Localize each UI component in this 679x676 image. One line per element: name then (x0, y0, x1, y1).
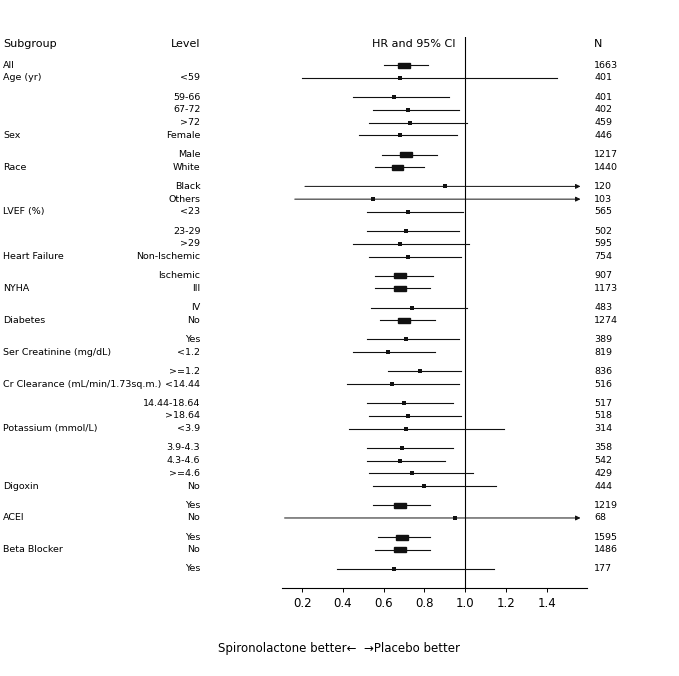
Text: N: N (594, 39, 602, 49)
Bar (399, 318, 409, 322)
Text: Yes: Yes (185, 533, 200, 541)
Text: 483: 483 (594, 303, 612, 312)
Text: 23-29: 23-29 (172, 226, 200, 235)
Text: >=1.2: >=1.2 (169, 367, 200, 376)
Text: NYHA: NYHA (3, 284, 30, 293)
Text: 1173: 1173 (594, 284, 619, 293)
Text: III: III (192, 284, 200, 293)
Text: HR and 95% CI: HR and 95% CI (373, 39, 456, 49)
Bar (399, 63, 409, 68)
Text: Male: Male (178, 150, 200, 159)
Text: 120: 120 (594, 182, 612, 191)
Text: <23: <23 (180, 208, 200, 216)
Text: 502: 502 (594, 226, 612, 235)
Text: No: No (187, 514, 200, 523)
Text: Yes: Yes (185, 335, 200, 344)
Text: No: No (187, 546, 200, 554)
Text: LVEF (%): LVEF (%) (3, 208, 45, 216)
Bar (394, 286, 405, 291)
Text: Spironolactone better←  →Placebo better: Spironolactone better← →Placebo better (219, 642, 460, 656)
Text: Black: Black (175, 182, 200, 191)
Text: Beta Blocker: Beta Blocker (3, 546, 63, 554)
Text: Others: Others (168, 195, 200, 203)
Text: 401: 401 (594, 74, 612, 82)
Text: Race: Race (3, 163, 26, 172)
Text: Subgroup: Subgroup (3, 39, 57, 49)
Text: 1486: 1486 (594, 546, 618, 554)
Text: 1274: 1274 (594, 316, 618, 324)
Text: Ser Creatinine (mg/dL): Ser Creatinine (mg/dL) (3, 347, 111, 357)
Text: >29: >29 (181, 239, 200, 248)
Text: 314: 314 (594, 425, 612, 433)
Text: <14.44: <14.44 (165, 379, 200, 389)
Text: 595: 595 (594, 239, 612, 248)
Text: Yes: Yes (185, 501, 200, 510)
Text: No: No (187, 316, 200, 324)
Text: Female: Female (166, 131, 200, 140)
Bar (401, 152, 411, 157)
Text: 1663: 1663 (594, 61, 619, 70)
Text: 444: 444 (594, 481, 612, 491)
Text: >72: >72 (181, 118, 200, 127)
Text: 103: 103 (594, 195, 612, 203)
Text: 565: 565 (594, 208, 612, 216)
Text: 1219: 1219 (594, 501, 618, 510)
Text: Non-Ischemic: Non-Ischemic (136, 252, 200, 261)
Bar (394, 503, 405, 508)
Bar (392, 165, 403, 170)
Text: 907: 907 (594, 271, 612, 280)
Text: Level: Level (171, 39, 200, 49)
Text: White: White (172, 163, 200, 172)
Text: Heart Failure: Heart Failure (3, 252, 64, 261)
Text: 59-66: 59-66 (173, 93, 200, 101)
Text: 358: 358 (594, 443, 612, 452)
Text: 459: 459 (594, 118, 612, 127)
Text: 446: 446 (594, 131, 612, 140)
Bar (394, 548, 405, 552)
Text: 389: 389 (594, 335, 612, 344)
Text: Age (yr): Age (yr) (3, 74, 42, 82)
Text: 14.44-18.64: 14.44-18.64 (143, 399, 200, 408)
Text: Yes: Yes (185, 564, 200, 573)
Text: 1595: 1595 (594, 533, 618, 541)
Text: All: All (3, 61, 15, 70)
Text: Cr Clearance (mL/min/1.73sq.m.): Cr Clearance (mL/min/1.73sq.m.) (3, 379, 162, 389)
Text: 177: 177 (594, 564, 612, 573)
Text: >=4.6: >=4.6 (169, 469, 200, 478)
Bar (397, 535, 407, 539)
Text: 518: 518 (594, 412, 612, 420)
Text: 4.3-4.6: 4.3-4.6 (167, 456, 200, 465)
Text: No: No (187, 481, 200, 491)
Text: Digoxin: Digoxin (3, 481, 39, 491)
Text: 754: 754 (594, 252, 612, 261)
Text: 401: 401 (594, 93, 612, 101)
Text: 517: 517 (594, 399, 612, 408)
Text: 67-72: 67-72 (173, 105, 200, 114)
Text: 429: 429 (594, 469, 612, 478)
Text: 1217: 1217 (594, 150, 618, 159)
Text: ACEI: ACEI (3, 514, 25, 523)
Text: Sex: Sex (3, 131, 21, 140)
Text: 3.9-4.3: 3.9-4.3 (166, 443, 200, 452)
Text: 68: 68 (594, 514, 606, 523)
Text: <1.2: <1.2 (177, 347, 200, 357)
Text: Ischemic: Ischemic (158, 271, 200, 280)
Text: 819: 819 (594, 347, 612, 357)
Bar (394, 273, 405, 278)
Text: 1440: 1440 (594, 163, 618, 172)
Text: <3.9: <3.9 (177, 425, 200, 433)
Text: <59: <59 (181, 74, 200, 82)
Text: Diabetes: Diabetes (3, 316, 45, 324)
Text: IV: IV (191, 303, 200, 312)
Text: 402: 402 (594, 105, 612, 114)
Text: 516: 516 (594, 379, 612, 389)
Text: 836: 836 (594, 367, 612, 376)
Text: 542: 542 (594, 456, 612, 465)
Text: Potassium (mmol/L): Potassium (mmol/L) (3, 425, 98, 433)
Text: >18.64: >18.64 (165, 412, 200, 420)
